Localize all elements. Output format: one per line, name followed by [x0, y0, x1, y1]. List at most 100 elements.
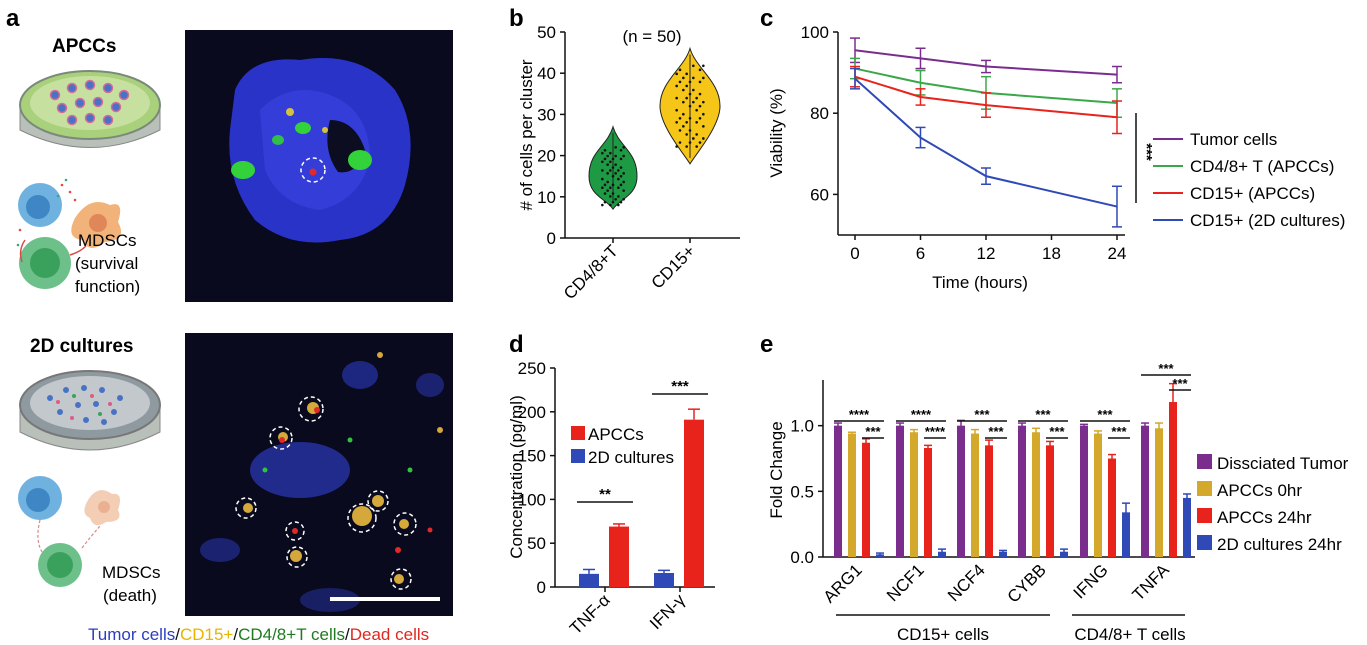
2d-cells-illustration: [18, 476, 120, 587]
e-bar-Dissciated Tumor: [1018, 425, 1026, 557]
scale-bar: [330, 597, 440, 601]
d-bar-APCCs: [609, 526, 629, 587]
legend-cd48: CD4/8+T cells: [238, 625, 345, 644]
b-y-tick-label: 20: [537, 147, 556, 166]
b-data-point: [606, 189, 609, 192]
e-bar-APCCs 24hr: [862, 442, 870, 557]
b-data-point: [603, 157, 607, 161]
e-x-tick-label: NCF4: [944, 560, 989, 605]
d-bar-2D cultures: [579, 573, 599, 587]
e-bar-APCCs 24hr: [924, 447, 932, 557]
e-bar-2D cultures 24hr: [1183, 497, 1191, 557]
b-data-point: [702, 112, 705, 116]
c-x-tick-label: 0: [850, 244, 859, 263]
b-data-point: [611, 192, 615, 195]
b-data-point: [688, 92, 692, 96]
b-data-point: [688, 104, 692, 108]
b-data-point: [678, 80, 682, 84]
b-n-annotation: (n = 50): [622, 27, 681, 46]
b-data-point: [606, 163, 609, 166]
b-data-point: [617, 169, 620, 172]
b-y-axis-label: # of cells per cluster: [517, 59, 536, 211]
b-data-point: [675, 84, 678, 88]
b-data-point: [702, 76, 705, 80]
b-data-point: [606, 172, 609, 175]
d-x-tick-label: TNF-α: [566, 590, 614, 638]
d-bar-2D cultures: [654, 572, 674, 587]
e-bar-Dissciated Tumor: [896, 425, 904, 557]
legend-tumor-cells: Tumor cells: [88, 625, 175, 644]
e-legend-label: APCCs 0hr: [1217, 481, 1302, 500]
b-data-point: [702, 125, 705, 128]
c-y-tick-label: 80: [810, 104, 829, 123]
e-bar-APCCs 0hr: [910, 432, 918, 557]
b-data-point: [614, 163, 617, 166]
2d-mdsc-line-2: (death): [103, 586, 157, 605]
b-data-point: [678, 68, 682, 72]
b-data-point: [622, 146, 625, 149]
e-significance-label-long: ***: [1158, 361, 1174, 376]
b-data-point: [688, 129, 692, 132]
b-data-point: [698, 80, 702, 84]
b-data-point: [601, 177, 604, 181]
d-y-tick-label: 150: [518, 447, 546, 466]
b-y-tick-label: 40: [537, 64, 556, 83]
b-data-point: [609, 195, 612, 198]
b-data-point: [622, 172, 625, 175]
c-x-tick-label: 12: [977, 244, 996, 263]
b-y-tick-label: 10: [537, 188, 556, 207]
b-data-point: [675, 108, 678, 112]
c-series-line-0: [854, 49, 1118, 76]
e-x-tick-label: CYBB: [1004, 560, 1050, 606]
b-data-point: [601, 203, 604, 207]
b-data-point: [606, 180, 609, 184]
e-bar-APCCs 0hr: [971, 433, 979, 557]
b-data-point: [622, 180, 625, 184]
b-data-point: [617, 186, 620, 190]
d-y-tick-label: 250: [518, 359, 546, 378]
c-legend-label: CD15+ (APCCs): [1190, 184, 1315, 203]
b-data-point: [675, 96, 678, 100]
b-data-point: [702, 137, 705, 140]
apcc-microscopy-image: [185, 30, 453, 302]
c-y-axis-label: Viability (%): [767, 88, 786, 177]
e-bar-APCCs 0hr: [848, 433, 856, 557]
apcc-cells-illustration: [16, 178, 122, 289]
e-x-tick-label: TNFA: [1129, 560, 1174, 605]
b-data-point: [695, 96, 698, 100]
e-significance-label-short: ***: [988, 424, 1004, 439]
b-data-point: [688, 116, 692, 120]
chart-b-violin: 0 10 20 30 40 50 CD4/8+T CD15+ (n = 50) # of cell…: [517, 23, 740, 303]
panel-label-e: e: [760, 331, 773, 358]
b-y-tick-label: 30: [537, 105, 556, 124]
e-significance-label-short: ***: [1172, 376, 1188, 391]
d-y-tick-label: 100: [518, 490, 546, 509]
e-bar-APCCs 0hr: [1094, 433, 1102, 557]
b-data-point: [702, 100, 705, 104]
b-data-point: [675, 72, 678, 76]
2d-microscopy-image: [185, 333, 453, 616]
b-data-point: [609, 151, 612, 155]
e-significance-label-long: ***: [1035, 407, 1051, 422]
d-y-tick-label: 50: [527, 534, 546, 553]
e-significance-label-short: ***: [865, 424, 881, 439]
b-data-point: [688, 80, 692, 84]
d-legend-swatch: [571, 426, 585, 440]
e-y-axis-label: Fold Change: [767, 421, 786, 518]
e-y-tick-label: 1.0: [790, 417, 814, 436]
b-data-point: [682, 125, 685, 128]
e-group-label: CD4/8+ T cells: [1074, 625, 1185, 644]
b-data-point: [702, 64, 705, 68]
b-data-point: [698, 92, 702, 96]
e-bar-APCCs 0hr: [1155, 428, 1163, 557]
b-data-point: [692, 64, 695, 68]
d-significance-label: **: [599, 486, 611, 503]
b-data-point: [685, 84, 688, 88]
b-data-point: [622, 189, 625, 192]
c-series-line-2: [854, 75, 1118, 119]
c-legend-label: CD4/8+ T (APCCs): [1190, 157, 1334, 176]
legend-cd15: CD15+: [180, 625, 233, 644]
c-x-axis-label: Time (hours): [932, 273, 1028, 292]
b-data-point: [619, 157, 623, 161]
b-data-point: [609, 160, 612, 164]
